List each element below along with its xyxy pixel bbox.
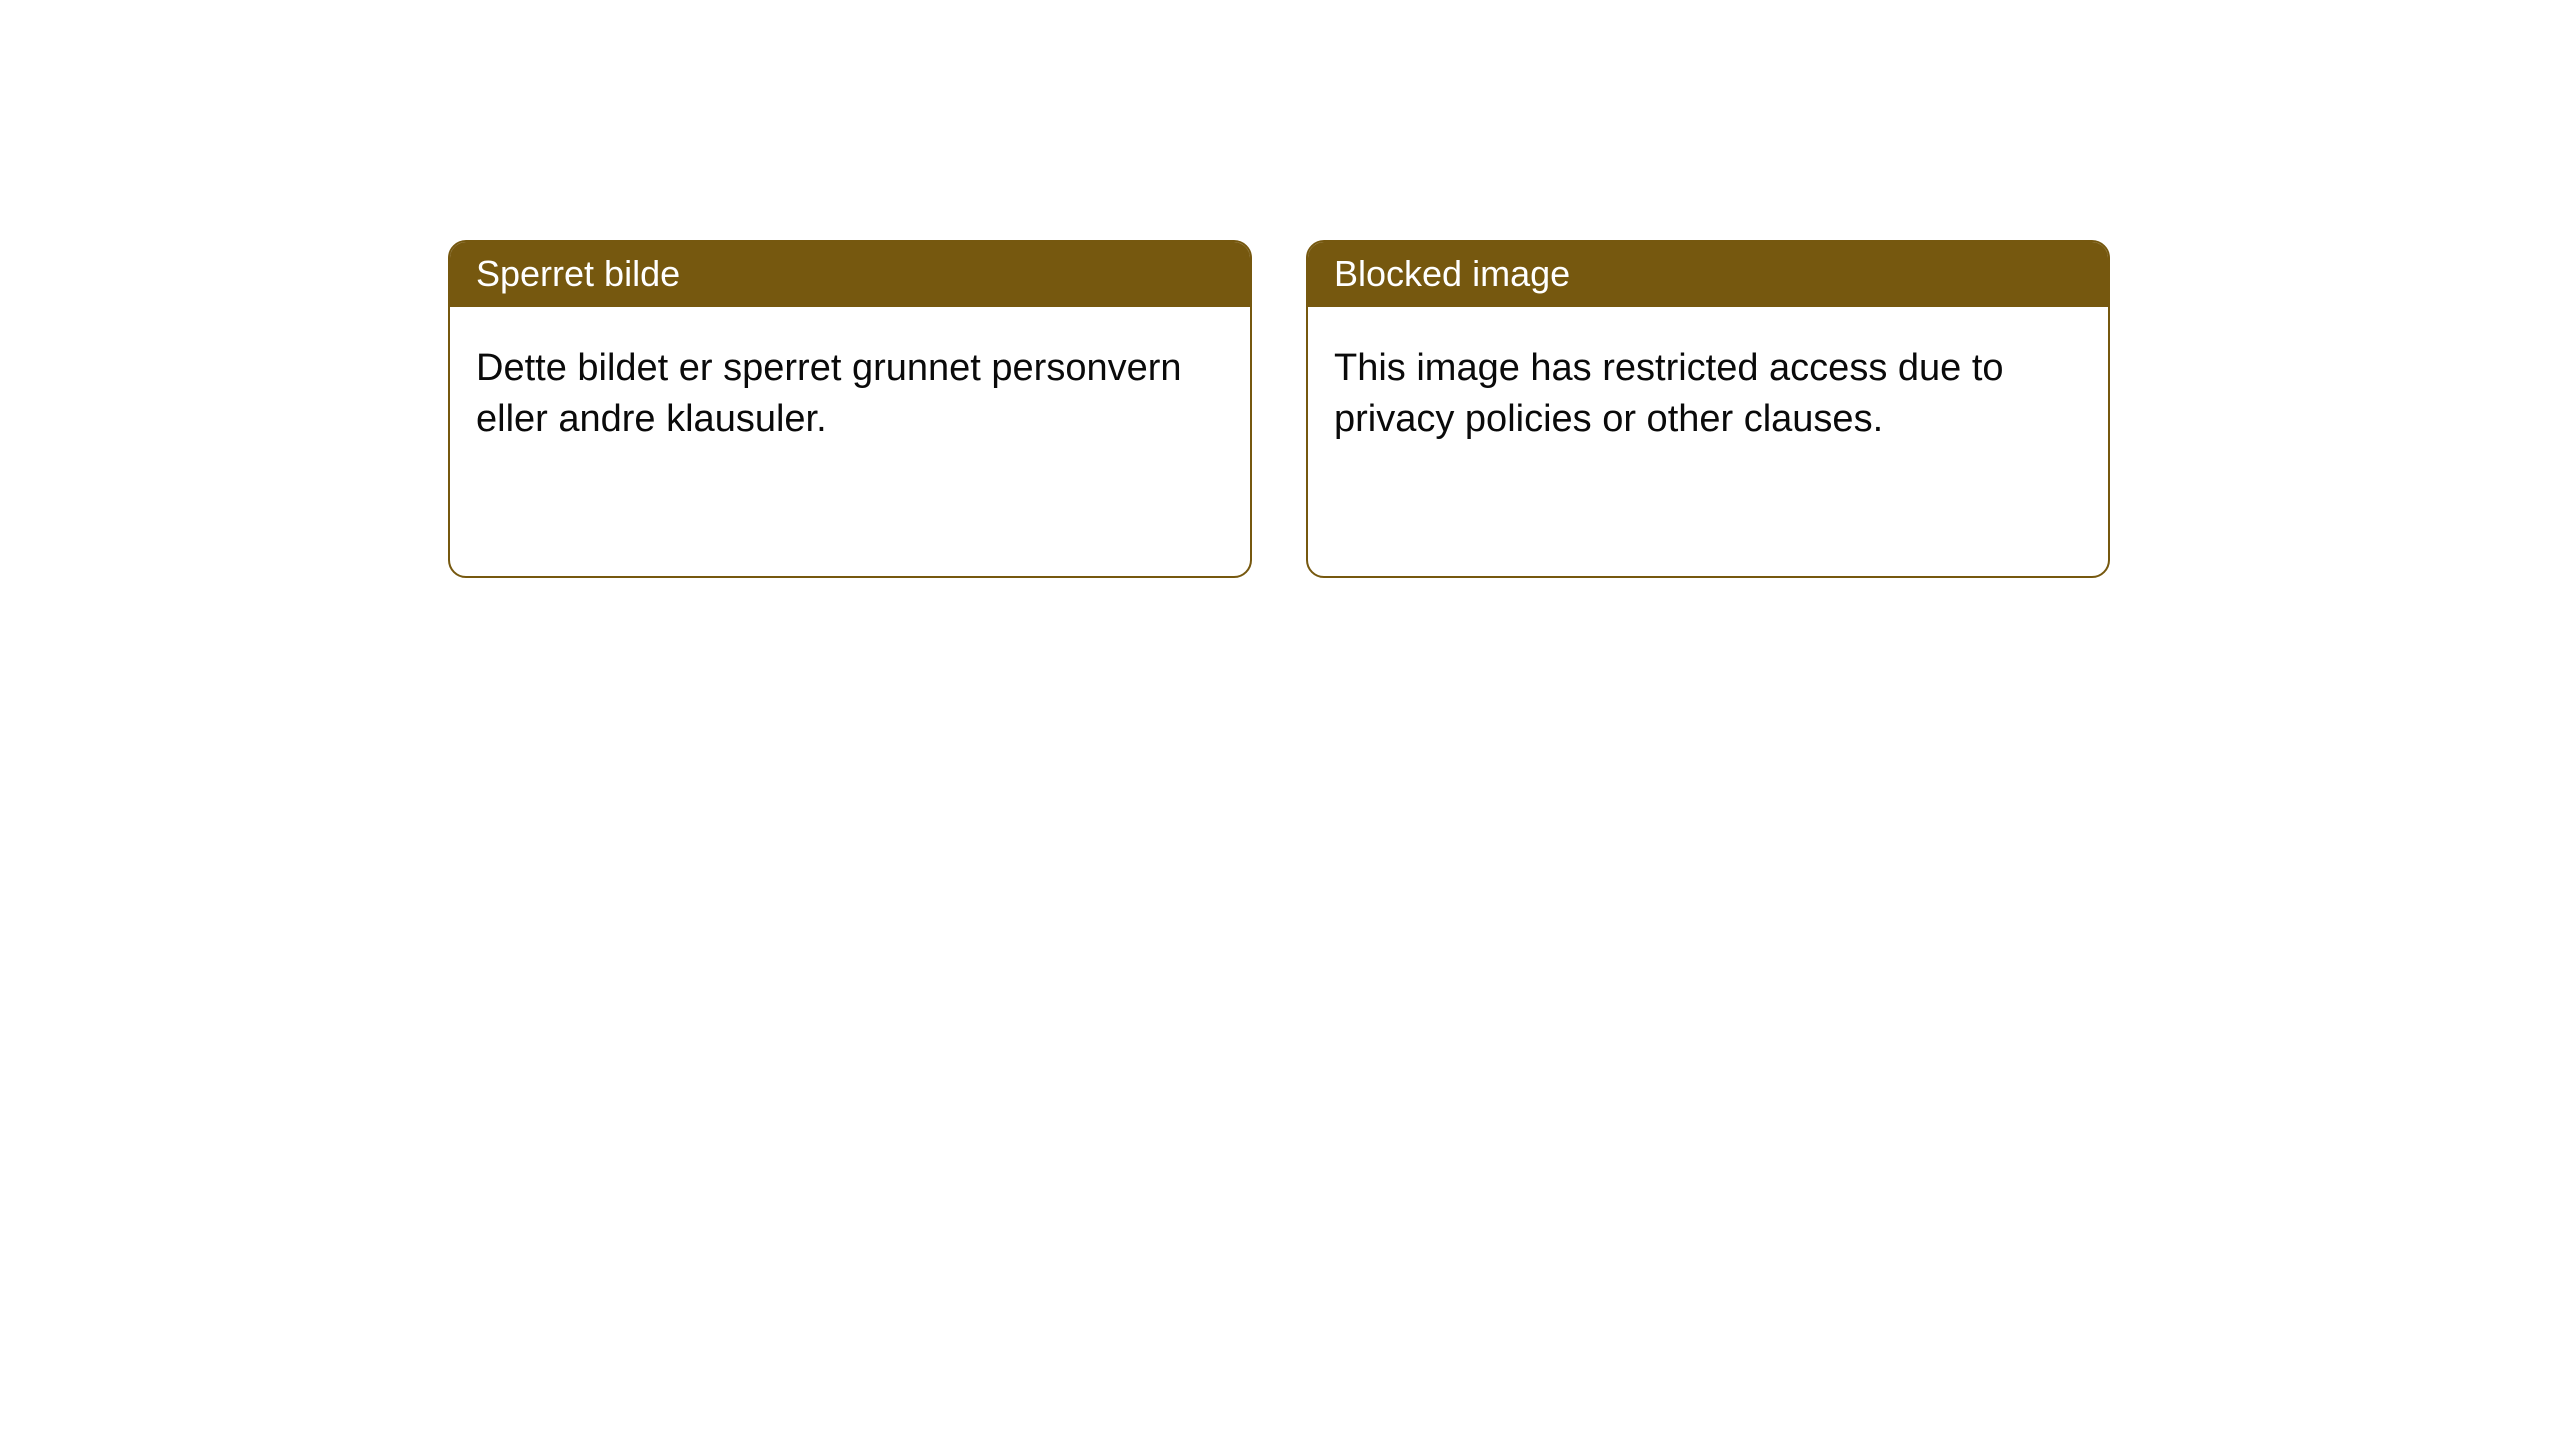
card-header: Sperret bilde	[450, 242, 1250, 307]
card-body: Dette bildet er sperret grunnet personve…	[450, 307, 1250, 482]
notice-container: Sperret bilde Dette bildet er sperret gr…	[0, 0, 2560, 578]
card-body: This image has restricted access due to …	[1308, 307, 2108, 482]
blocked-image-card-en: Blocked image This image has restricted …	[1306, 240, 2110, 578]
card-header: Blocked image	[1308, 242, 2108, 307]
blocked-image-card-no: Sperret bilde Dette bildet er sperret gr…	[448, 240, 1252, 578]
